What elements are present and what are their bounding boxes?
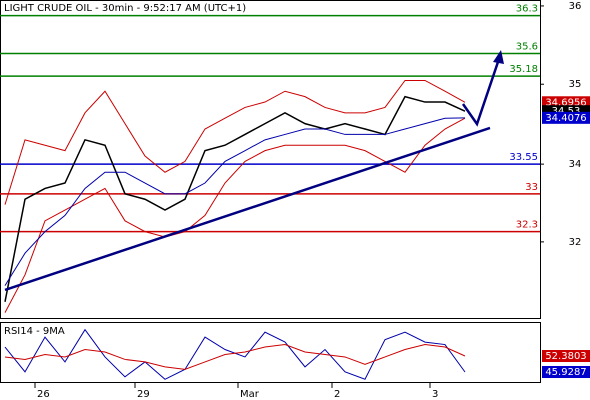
value-tag-label: 34.4076 (545, 113, 586, 124)
level-label: 33 (525, 182, 538, 193)
trend-line (4, 126, 491, 292)
price-line (4, 117, 466, 313)
value-tag-label: 34.6956 (545, 97, 586, 108)
chart-title: LIGHT CRUDE OIL - 30min - 9:52:17 AM (UT… (4, 3, 246, 14)
y-tick-label: 36 (569, 1, 582, 12)
arrow-head (493, 50, 504, 64)
level-label: 36.3 (516, 4, 538, 15)
x-tick-label: 2 (334, 389, 340, 400)
forecast-arrow (461, 55, 502, 127)
value-tag-label: 52.3803 (545, 351, 586, 362)
y-tick-label: 32 (569, 237, 582, 248)
rsi-frame (0, 322, 541, 383)
level-label: 32.3 (516, 220, 538, 231)
x-tick-label: Mar (240, 389, 260, 400)
value-tag-label: 45.9287 (545, 367, 586, 378)
value-tag (542, 366, 590, 379)
value-tag-label: 34.53 (552, 106, 581, 117)
value-tag (542, 350, 590, 363)
level-label: 35.18 (509, 64, 538, 75)
price-line (4, 95, 466, 302)
rsi-line (4, 328, 466, 380)
x-tick-label: 26 (37, 389, 50, 400)
x-tick-label: 29 (137, 389, 150, 400)
value-tag (542, 111, 590, 124)
price-line (4, 79, 466, 205)
y-tick-label: 34 (569, 159, 582, 170)
y-tick-label: 35 (569, 79, 582, 90)
level-label: 35.6 (516, 41, 538, 52)
rsi-title: RSI14 - 9MA (4, 326, 65, 337)
price-frame (0, 0, 541, 319)
rsi-line (4, 344, 466, 370)
level-label: 33.55 (509, 152, 538, 163)
price-line (4, 117, 466, 286)
x-tick-label: 3 (432, 389, 438, 400)
